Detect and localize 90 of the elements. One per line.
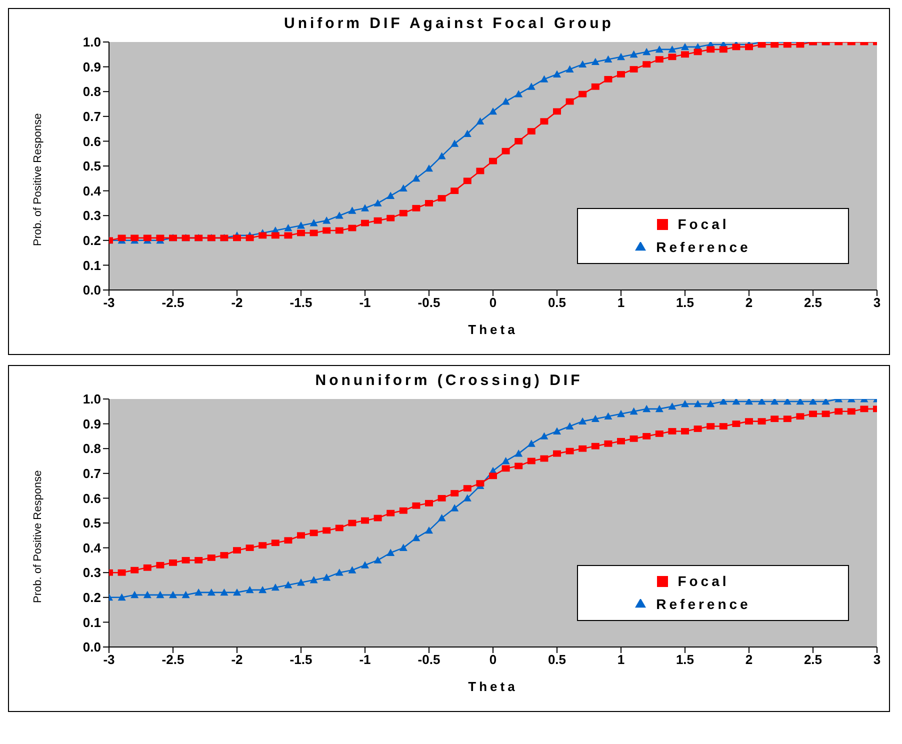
y-axis-title: Prob. of Positive Response <box>32 470 44 603</box>
point <box>450 140 459 147</box>
point <box>348 206 356 214</box>
x-tick-label: -2 <box>231 295 243 310</box>
x-tick-label: 1.5 <box>676 652 694 668</box>
y-tick-label: 0.8 <box>82 441 101 456</box>
y-tick-label: 0.9 <box>82 416 101 432</box>
point <box>604 55 612 63</box>
point <box>668 45 676 53</box>
point <box>617 52 625 60</box>
x-tick-label: -0.5 <box>418 652 440 668</box>
y-tick-label: 0.7 <box>82 109 101 124</box>
point <box>322 216 331 224</box>
x-tick-label: -1 <box>359 295 371 310</box>
point <box>284 224 292 232</box>
x-tick-label: -1 <box>359 652 371 668</box>
x-tick-label: 2.5 <box>804 652 822 668</box>
point <box>361 204 369 212</box>
point <box>297 222 305 229</box>
y-tick-label: 1.0 <box>82 392 101 407</box>
x-tick-label: 2 <box>745 295 753 310</box>
y-tick-label: 0.2 <box>82 233 101 248</box>
y-tick-label: 0.5 <box>82 516 101 531</box>
legend-label: Reference <box>656 239 751 255</box>
point <box>374 199 382 206</box>
x-tick-label: 0 <box>489 295 497 310</box>
point <box>540 75 548 82</box>
point <box>335 212 344 219</box>
x-tick-label: -2 <box>231 652 243 668</box>
y-tick-label: 0.9 <box>82 59 101 74</box>
x-tick-label: 2.5 <box>804 295 822 310</box>
x-axis-title: Theta <box>468 322 518 337</box>
point <box>476 117 484 125</box>
y-tick-label: 0.3 <box>82 565 101 580</box>
x-tick-label: 1 <box>617 652 625 668</box>
y-tick-label: 0.1 <box>82 258 101 273</box>
point <box>578 60 587 68</box>
point <box>527 82 536 90</box>
y-tick-label: 0.6 <box>82 490 101 506</box>
y-tick-label: 0.6 <box>82 134 101 149</box>
y-tick-label: 0.0 <box>82 640 101 655</box>
point <box>514 90 523 98</box>
y-tick-label: 0.8 <box>82 84 101 100</box>
y-axis-title: Prob. of Positive Response <box>32 113 44 246</box>
chart-title: Uniform DIF Against Focal Group <box>283 14 615 34</box>
y-tick-label: 0.4 <box>82 540 102 556</box>
y-tick-label: 0.5 <box>82 158 101 174</box>
point <box>399 184 408 192</box>
point <box>642 48 651 56</box>
y-tick-label: 0.0 <box>82 282 101 298</box>
y-tick-label: 0.1 <box>82 614 101 630</box>
y-tick-label: 0.4 <box>82 183 102 198</box>
x-tick-label: -0.5 <box>418 295 440 310</box>
chart-title: Nonuniform (Crossing) DIF <box>314 371 584 391</box>
x-tick-label: 1 <box>617 295 625 310</box>
x-tick-label: 0.5 <box>548 652 566 668</box>
x-tick-label: 1.5 <box>676 295 694 310</box>
x-tick-label: -3 <box>103 652 115 668</box>
point <box>655 45 664 53</box>
y-tick-label: 1.0 <box>82 34 101 50</box>
point <box>425 164 433 172</box>
x-tick-label: 2 <box>745 652 753 668</box>
x-tick-label: 3 <box>873 295 881 310</box>
x-tick-label: -2.5 <box>162 652 184 668</box>
x-tick-label: -2.5 <box>162 295 184 310</box>
x-tick-label: 0 <box>489 652 497 668</box>
legend-label: Focal <box>678 573 730 589</box>
y-tick-label: 0.3 <box>82 208 101 224</box>
point <box>502 98 510 105</box>
x-tick-label: 3 <box>873 652 881 668</box>
point <box>489 107 497 115</box>
point <box>566 65 574 72</box>
point <box>412 174 420 182</box>
x-tick-label: 0.5 <box>548 295 566 310</box>
legend-label: Reference <box>656 596 751 612</box>
x-axis-title: Theta <box>468 679 518 694</box>
legend-label: Focal <box>678 216 730 232</box>
point <box>463 130 472 137</box>
point <box>310 219 318 226</box>
y-tick-label: 0.7 <box>82 466 101 482</box>
point <box>386 192 395 199</box>
y-tick-label: 0.2 <box>82 590 101 606</box>
point <box>553 70 561 78</box>
point <box>591 58 600 66</box>
x-tick-label: -1.5 <box>290 295 312 310</box>
x-tick-label: -1.5 <box>290 652 312 668</box>
x-tick-label: -3 <box>103 295 115 310</box>
point <box>681 42 689 50</box>
point <box>438 152 446 160</box>
point <box>630 50 638 58</box>
